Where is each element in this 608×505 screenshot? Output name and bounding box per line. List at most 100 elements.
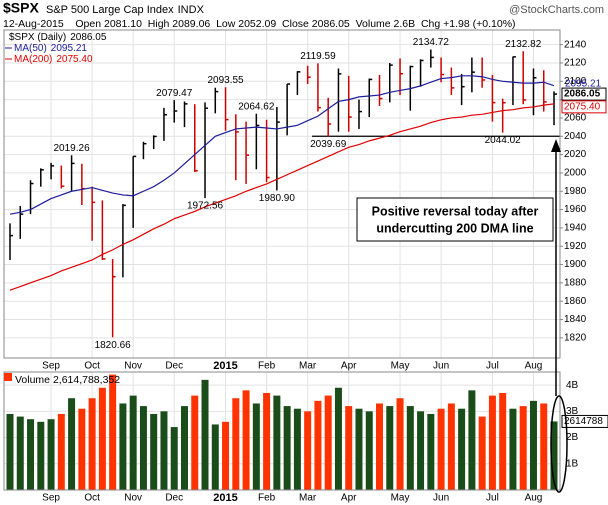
x-tick-label: Nov — [124, 361, 142, 372]
volume-bar — [427, 413, 435, 490]
volume-bar — [16, 416, 24, 490]
volume-bar — [519, 406, 527, 490]
y-tick-label: 1840 — [564, 314, 587, 325]
y-tick-label: 3B — [566, 406, 579, 417]
source: @StockCharts.com — [509, 4, 604, 16]
note-line: undercutting 200 DMA line — [376, 221, 533, 235]
legend-name: MA(200) — [14, 54, 52, 65]
ma-line — [9, 103, 555, 291]
tag-close: 2086.05 — [564, 89, 601, 100]
volume-bar — [499, 392, 507, 490]
tag-ma200: 2075.40 — [564, 101, 601, 112]
legend-ma50: MA(50) 2095.21 — [14, 43, 87, 54]
tag-box — [561, 87, 607, 101]
x-tick-label: Jun — [433, 493, 449, 504]
volume-bar — [550, 421, 558, 490]
volume-bar — [242, 390, 250, 490]
price-panel: 1820 1840 1860 1880 1900 1920 1940 1960 1980 2000… — [4, 30, 608, 504]
y-tick-label: 1880 — [564, 278, 587, 289]
annotation: 2019.26 — [54, 143, 91, 154]
annotation: 2039.69 — [310, 139, 347, 150]
x-tick-label: May — [391, 361, 410, 372]
volume-bar — [406, 406, 414, 490]
annotation: 2132.82 — [505, 39, 542, 50]
price-frame — [3, 29, 561, 359]
tag-box — [561, 100, 607, 114]
annotation: 2064.62 — [238, 101, 275, 112]
y-tick-label: 1820 — [564, 332, 587, 343]
tag-box — [561, 414, 608, 428]
ma-line — [9, 75, 555, 215]
volume-bar — [478, 416, 486, 490]
y-tick-label: 1960 — [564, 204, 587, 215]
volume-bar — [417, 411, 425, 490]
volume-bar — [447, 403, 455, 490]
volume-bar — [345, 406, 353, 490]
volume-bar — [139, 406, 147, 490]
arrowhead — [551, 139, 561, 152]
annotation: 2044.02 — [485, 135, 522, 146]
volume-bar — [376, 403, 384, 490]
volume-bar — [396, 398, 404, 490]
volume-bar — [211, 424, 219, 490]
volume-bar — [222, 421, 230, 490]
x-tick-label: 2015 — [213, 360, 237, 372]
legend-value: 2095.21 — [51, 43, 88, 54]
x-tick-label: Nov — [124, 493, 142, 504]
volume-bar — [386, 406, 394, 490]
volume-bar — [365, 411, 373, 490]
y-tick-label: 2140 — [564, 39, 587, 50]
volume-bar — [109, 374, 117, 490]
symbol: $SPX — [3, 0, 39, 16]
volume-bar — [201, 379, 209, 490]
volume-bar — [263, 392, 271, 490]
x-tick-label: Aug — [525, 361, 543, 372]
annotation: 2079.47 — [156, 88, 193, 99]
x-tick-label: Apr — [341, 493, 357, 504]
annotation: 2119.59 — [300, 51, 336, 62]
y-tick-label: 2060 — [564, 113, 587, 124]
y-tick-label: 1900 — [564, 259, 587, 270]
volume-bar — [293, 408, 301, 490]
x-tick-label: Sep — [42, 361, 60, 372]
volume-bar — [304, 411, 312, 490]
volume-bar — [232, 398, 240, 490]
annotation: 2134.72 — [413, 37, 450, 48]
volume-bar — [37, 421, 45, 490]
x-tick-label: Feb — [258, 361, 276, 372]
annotation: 2093.55 — [207, 75, 244, 86]
exchange: INDX — [178, 4, 205, 16]
legend-name: MA(50) — [14, 43, 47, 54]
x-tick-label: Oct — [84, 361, 100, 372]
volume-bar — [150, 413, 158, 490]
index-name: S&P 500 Large Cap Index INDX — [46, 4, 205, 16]
volume-bar — [88, 398, 96, 490]
x-tick-label: Aug — [525, 493, 543, 504]
tag-ma50: 2095.21 — [565, 78, 602, 89]
note-box — [356, 197, 554, 242]
volume-bar — [191, 395, 199, 490]
x-tick-label: Dec — [165, 493, 183, 504]
volume-bar — [437, 408, 445, 490]
x-tick-label: May — [391, 493, 410, 504]
volume-bar — [468, 390, 476, 490]
x-tick-label: Jun — [433, 361, 449, 372]
legend-ma200: MA(200) 2075.40 — [14, 54, 93, 65]
volume-frame — [3, 371, 561, 491]
x-tick-label: Mar — [299, 361, 317, 372]
volume-bar — [540, 403, 548, 490]
tag-volume: 2614788 — [564, 416, 603, 427]
x-tick-label: Apr — [341, 361, 357, 372]
volume-bar — [98, 387, 106, 490]
name: S&P 500 Large Cap Index — [46, 4, 174, 16]
annotation: 1980.90 — [259, 193, 296, 204]
volume-bar — [57, 413, 65, 490]
volume-bar — [324, 395, 332, 490]
volume-bar — [119, 403, 127, 490]
y-tick-label: 2020 — [564, 149, 587, 160]
legend-name: $SPX (Daily) — [9, 32, 66, 43]
volume-swatch — [4, 373, 12, 381]
y-tick-label: 2100 — [564, 76, 587, 87]
volume-bar — [27, 419, 35, 490]
